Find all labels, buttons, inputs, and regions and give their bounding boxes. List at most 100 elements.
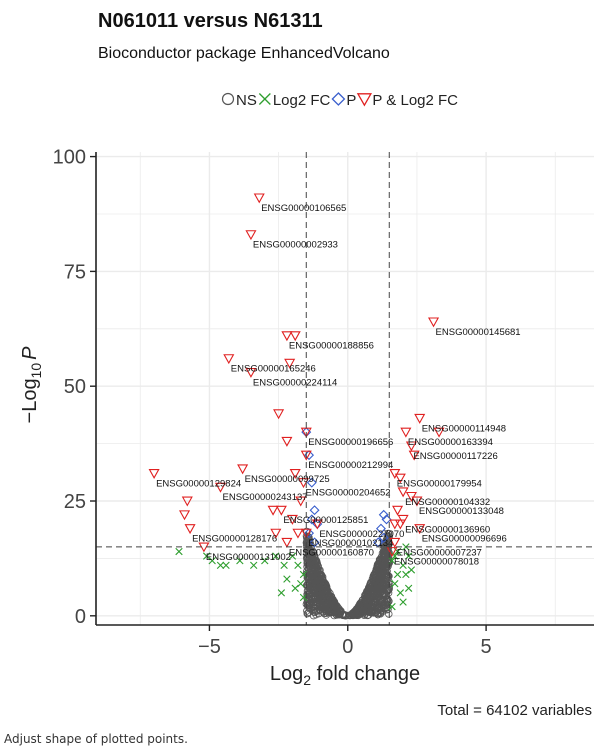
ns-point — [303, 601, 312, 610]
ns-point — [310, 553, 318, 561]
point-labels: ENSG00000106565 ENSG00000002933 ENSG000001… — [156, 203, 520, 568]
y-tick-label: 75 — [64, 261, 86, 283]
significant-point — [397, 487, 409, 498]
ns-point — [304, 570, 313, 578]
log2fc-point — [283, 575, 291, 583]
ns-point — [313, 567, 322, 575]
significant-point — [389, 537, 401, 548]
significant-point — [386, 547, 398, 558]
y-axis-title-sub: 10 — [28, 363, 44, 379]
log2fc-point — [288, 552, 297, 560]
ns-point — [384, 562, 392, 570]
point-label: ENSG00000131002 — [206, 552, 291, 563]
ns-point — [366, 597, 374, 606]
significant-point — [281, 537, 293, 548]
ns-point — [374, 590, 382, 598]
y-tick-label: 50 — [64, 376, 86, 398]
legend: NS Log2 FC P P & Log2 FC — [221, 92, 458, 109]
significant-point — [392, 505, 404, 516]
ns-point — [303, 557, 312, 565]
point-label: ENSG00000002933 — [253, 240, 338, 251]
point-label: ENSG00000160870 — [289, 547, 374, 558]
point-label: ENSG00000129824 — [156, 478, 241, 489]
ns-point — [329, 598, 338, 606]
significant-point — [427, 317, 440, 328]
significant-point — [289, 331, 301, 342]
log2fc-point — [399, 561, 407, 569]
legend-ns-icon — [221, 92, 235, 106]
ns-point — [322, 593, 330, 601]
significant-point — [300, 427, 312, 438]
point-label: ENSG00000007237 — [397, 547, 482, 558]
log2fc-point — [402, 570, 410, 579]
ns-point — [304, 574, 313, 582]
ns-point — [315, 606, 324, 614]
significant-point — [405, 441, 417, 452]
ns-point — [384, 589, 393, 597]
significant-point — [284, 358, 296, 369]
log2fc-point — [404, 584, 413, 592]
log2fc-point — [294, 561, 302, 569]
y-tick-label: 25 — [64, 491, 86, 513]
significant-point — [253, 193, 265, 204]
ns-point — [304, 573, 312, 582]
volcano-plot: N061011 versus N61311 Bioconductor packa… — [19, 10, 594, 719]
log2fc-point — [391, 579, 399, 588]
ns-point — [321, 579, 329, 588]
log2fc-point — [299, 570, 308, 579]
ns-point — [303, 553, 311, 562]
significant-point — [245, 367, 257, 378]
ns-point — [305, 539, 313, 547]
ns-point — [311, 560, 319, 568]
point-label: ENSG00000163394 — [408, 437, 493, 448]
log2fc-point — [216, 561, 225, 569]
significant-point — [408, 450, 420, 461]
point-label: ENSG00000104332 — [405, 497, 490, 508]
significant-point — [245, 230, 257, 241]
significant-point — [394, 473, 406, 484]
significant-point — [270, 528, 282, 539]
significant-point — [414, 524, 426, 535]
significant-point — [300, 528, 312, 539]
p-point — [304, 528, 315, 539]
y-tick-label: 0 — [75, 606, 86, 628]
point-label: ENSG00000224114 — [253, 377, 337, 388]
point-label: ENSG00000243137 — [223, 492, 308, 503]
log2fc-point — [297, 579, 305, 588]
ns-point — [309, 575, 317, 583]
ns-point — [376, 558, 385, 566]
point-label: ENSG00000227070 — [319, 529, 404, 540]
point-label: ENSG00000117226 — [413, 451, 497, 462]
legend-label-log2fc: Log2 FC — [273, 92, 331, 109]
x-tick-label: 5 — [481, 636, 492, 658]
log2fc-point — [280, 561, 288, 569]
point-label: ENSG00000125851 — [283, 515, 368, 526]
ns-point — [323, 603, 332, 611]
point-label: ENSG00000106565 — [261, 203, 346, 214]
ns-point — [316, 597, 325, 605]
p-point — [378, 509, 389, 520]
ns-point — [314, 588, 322, 597]
ns-point — [309, 583, 318, 591]
point-label: ENSG00000096696 — [422, 534, 507, 545]
ns-point — [304, 593, 313, 602]
significant-point — [394, 519, 406, 530]
ns-point — [384, 605, 392, 613]
ns-point — [313, 578, 321, 586]
ns-point — [315, 596, 323, 604]
figure-caption: Adjust shape of plotted points. — [4, 732, 188, 746]
x-axis-title: Log2 fold change — [270, 663, 420, 688]
significant-point — [281, 331, 293, 342]
log2fc-point — [388, 557, 396, 565]
y-tick-label: 100 — [53, 147, 86, 169]
significant-point — [433, 427, 445, 438]
ns-point — [326, 609, 335, 617]
ns-point — [309, 547, 317, 556]
ns-point — [304, 609, 312, 618]
ns-point — [361, 608, 369, 616]
significant-point — [281, 436, 293, 447]
significant-point — [181, 496, 193, 507]
significant-point — [289, 468, 301, 479]
point-label: ENSG00000114948 — [422, 423, 506, 434]
log2fc-point — [402, 543, 410, 551]
